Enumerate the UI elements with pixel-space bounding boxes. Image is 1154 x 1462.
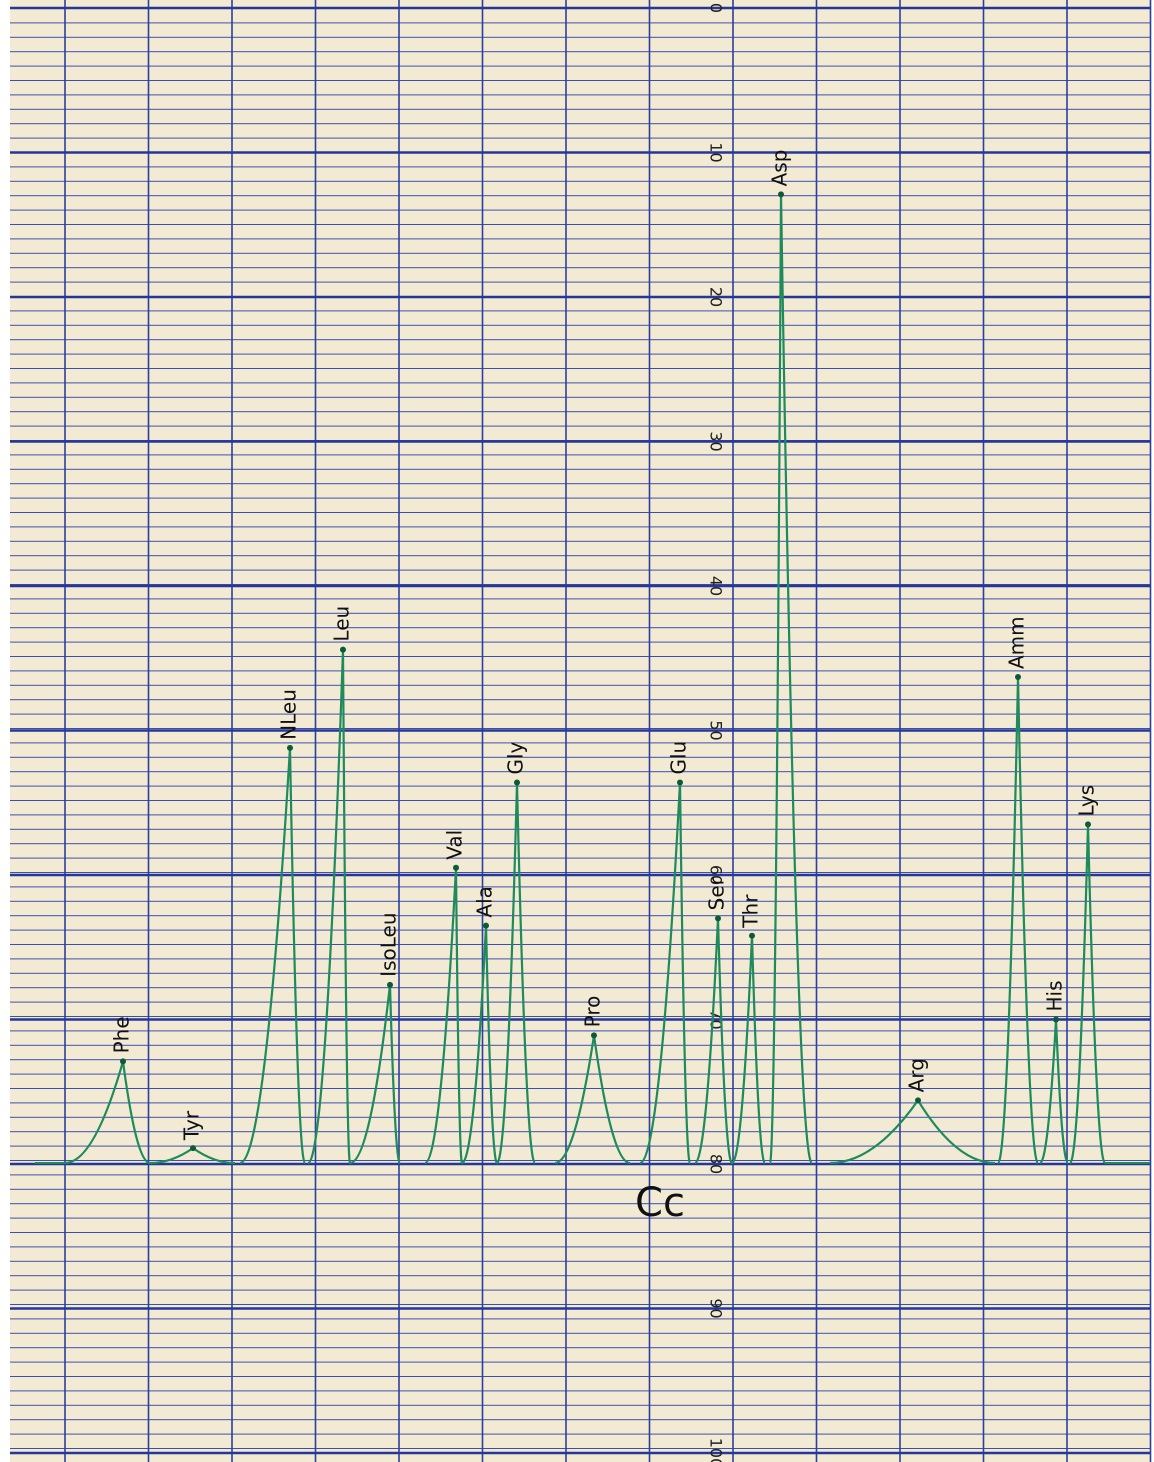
page: Cc 0102030405060708090100PheTyrNLeuLeuIs… <box>0 0 1154 1462</box>
peak-label: Thr <box>739 894 763 929</box>
y-tick-label: 30 <box>707 431 726 451</box>
peak-dot <box>483 923 489 929</box>
peak-label: NLeu <box>277 689 301 740</box>
y-tick-label: 80 <box>707 1154 726 1174</box>
peak-dot <box>677 780 683 786</box>
peak-label: Asp <box>768 150 792 187</box>
peak-dot <box>715 915 721 921</box>
peak-label: Ala <box>473 886 497 918</box>
peak-dot <box>387 982 393 988</box>
peak-dot <box>591 1032 597 1038</box>
y-tick-label: 70 <box>707 1009 726 1029</box>
peak-label: IsoLeu <box>377 912 401 976</box>
chart: Cc 0102030405060708090100PheTyrNLeuLeuIs… <box>0 0 1154 1462</box>
peak-dot <box>120 1058 126 1064</box>
peak-label: Amm <box>1005 616 1029 669</box>
peak-dot <box>1015 674 1021 680</box>
peak-dot <box>778 191 784 197</box>
peak-label: Arg <box>905 1058 929 1092</box>
peak-label: Gly <box>504 741 528 774</box>
peak-label: Ser <box>705 876 729 910</box>
y-tick-label: 20 <box>707 287 726 307</box>
peak-dot <box>190 1145 196 1151</box>
peak-dot <box>340 647 346 653</box>
annotation: Cc <box>635 1180 685 1226</box>
peak-label: His <box>1043 980 1067 1011</box>
peak-dot <box>514 780 520 786</box>
y-tick-label: 90 <box>707 1298 726 1318</box>
peak-label: Pro <box>581 996 605 1028</box>
y-tick-label: 0 <box>707 3 726 13</box>
peak-label: Leu <box>330 606 354 642</box>
peak-label: Lys <box>1075 785 1099 817</box>
peak-dot <box>287 745 293 751</box>
y-tick-label: 50 <box>707 720 726 740</box>
y-tick-label: 40 <box>707 576 726 596</box>
y-tick-label: 10 <box>707 142 726 162</box>
peak-dot <box>749 933 755 939</box>
peak-dot <box>453 865 459 871</box>
peak-label: Phe <box>110 1016 134 1053</box>
peak-dot <box>1053 1017 1059 1023</box>
y-tick-label: 100 <box>707 1438 726 1462</box>
peak-label: Val <box>443 830 467 860</box>
peak-dot <box>915 1097 921 1103</box>
peak-dot <box>1085 821 1091 827</box>
peak-label: Tyr <box>180 1110 204 1141</box>
peak-label: Glu <box>667 741 691 775</box>
